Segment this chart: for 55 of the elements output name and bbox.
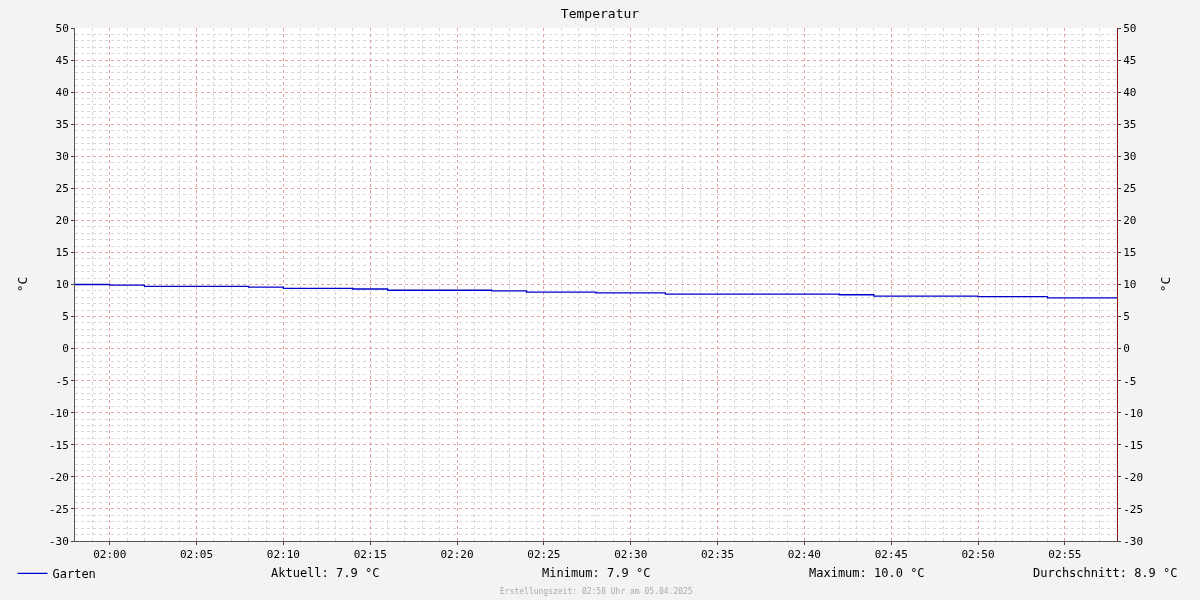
y2-tick-label: -5 — [1123, 374, 1137, 388]
y-tick-label: -15 — [48, 438, 69, 452]
y-tick-label: 35 — [55, 118, 69, 132]
y-tick-label: 15 — [55, 246, 69, 260]
text: Durchschnitt: 8.9 °C — [1033, 566, 1178, 580]
y2-axis-title: °C — [1157, 276, 1173, 293]
y2-tick-label: 40 — [1123, 85, 1137, 99]
text: Aktuell: 7.9 °C — [271, 566, 380, 580]
y2-tick-label: 0 — [1123, 342, 1130, 356]
x-tick-label: 02:25 — [527, 548, 561, 562]
y-axis-title: °C — [14, 276, 30, 293]
x-tick-label: 02:10 — [266, 548, 300, 562]
y2-tick-label: -30 — [1123, 534, 1144, 548]
y2-tick-label: 50 — [1123, 21, 1137, 35]
y2-tick-label: -10 — [1123, 406, 1144, 420]
y2-tick-label: -20 — [1123, 470, 1144, 484]
x-tick-label: 02:20 — [440, 548, 474, 562]
y-tick-label: -10 — [48, 406, 69, 420]
text: Minimum: 7.9 °C — [542, 566, 651, 580]
y-tick-label: 40 — [55, 85, 69, 99]
y-tick-label: 50 — [55, 21, 69, 35]
y2-tick-label: 10 — [1123, 278, 1137, 292]
y-tick-label: 10 — [55, 278, 69, 292]
y2-tick-label: 15 — [1123, 246, 1137, 260]
y2-tick-label: 5 — [1123, 310, 1130, 324]
y2-tick-label: 30 — [1123, 150, 1137, 164]
y-tick-label: 5 — [62, 310, 69, 324]
y2-tick-label: -25 — [1123, 502, 1144, 516]
y2-tick-label: 20 — [1123, 214, 1137, 228]
y-tick-label: 45 — [55, 53, 69, 67]
chart-title: Temperatur — [560, 6, 640, 22]
y-tick-label: 25 — [55, 182, 69, 196]
y-tick-label: 20 — [55, 214, 69, 228]
y-tick-label: 30 — [55, 150, 69, 164]
x-tick-label: 02:55 — [1048, 548, 1082, 562]
x-tick-label: 02:30 — [614, 548, 648, 562]
legend-label: Garten — [52, 567, 96, 582]
x-tick-label: 02:15 — [353, 548, 387, 562]
y2-tick-label: 45 — [1123, 53, 1137, 67]
x-tick-label: 02:35 — [700, 548, 735, 562]
text: Erstellungszeit: 02:58 Uhr am 05.04.2025 — [500, 587, 693, 596]
y2-tick-label: 35 — [1123, 118, 1137, 132]
y2-tick-label: -15 — [1123, 438, 1144, 452]
x-tick-label: 02:00 — [93, 548, 127, 562]
text: Maximum: 10.0 °C — [809, 566, 925, 580]
x-tick-label: 02:45 — [874, 548, 908, 562]
x-tick-label: 02:40 — [787, 548, 821, 562]
y2-tick-label: 25 — [1123, 182, 1137, 196]
x-tick-label: 02:50 — [961, 548, 995, 562]
y-tick-label: -25 — [48, 502, 69, 516]
y-tick-label: 0 — [62, 342, 69, 356]
y-tick-label: -5 — [55, 374, 69, 388]
x-tick-label: 02:05 — [179, 548, 214, 562]
y-tick-label: -30 — [48, 534, 69, 548]
y-tick-label: -20 — [48, 470, 69, 484]
